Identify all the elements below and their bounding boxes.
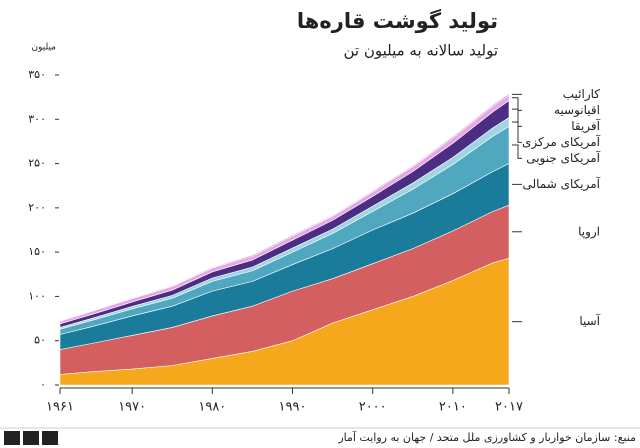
- logo-box: [4, 431, 20, 445]
- y-tick-label: ۵۰: [34, 334, 46, 347]
- y-tick-label: ۱۰۰: [28, 289, 46, 302]
- y-tick-label: ۲۵۰: [28, 157, 46, 170]
- chart-title: تولید گوشت قاره‌ها: [297, 8, 498, 33]
- x-tick-label: ۱۹۶۱: [46, 400, 74, 415]
- legend-label: کارائیب: [563, 87, 601, 102]
- logo-box: [42, 431, 58, 445]
- x-tick-label: ۱۹۷۰: [118, 400, 146, 415]
- legend-label: آمریکای شمالی: [522, 176, 600, 192]
- area: [59, 93, 510, 322]
- y-tick-label: ۳۵۰: [28, 68, 46, 81]
- x-tick-label: ۲۰۱۰: [439, 400, 467, 415]
- source: منبع: سازمان خواربار و کشاورزی ملل متحد …: [337, 430, 636, 444]
- label-leader: [512, 108, 522, 127]
- logo-letter: C: [46, 432, 54, 445]
- y-axis-label: میلیون: [32, 43, 57, 53]
- x-tick-label: ۲۰۰۰: [359, 400, 387, 415]
- label-leader: [512, 97, 522, 111]
- legend-label: آمریکای جنوبی: [526, 150, 600, 166]
- y-tick-label: ۳۰۰: [28, 112, 46, 125]
- label-leader: [512, 144, 522, 159]
- legend-label: اروپا: [578, 224, 600, 239]
- legend-label: آمریکای مرکزی: [522, 134, 601, 150]
- x-tick-label: ۱۹۸۰: [198, 400, 226, 415]
- y-tick-label: ۱۵۰: [28, 245, 46, 258]
- legend-label: آفریقا: [571, 118, 600, 134]
- legend-label: آسیا: [579, 313, 600, 328]
- logo-letter: B: [8, 432, 16, 445]
- logo-box: [23, 431, 39, 445]
- x-tick-label: ۱۹۹۰: [279, 400, 307, 415]
- legend-label: اقیانوسیه: [554, 103, 600, 118]
- label-leader: [512, 121, 522, 143]
- logo-letter: B: [27, 432, 35, 445]
- y-tick-label: ۲۰۰: [28, 201, 46, 214]
- x-tick-label: ۲۰۱۷: [495, 400, 523, 415]
- y-tick-label: ۰: [40, 378, 46, 391]
- chart-subtitle: تولید سالانه به میلیون تن: [343, 42, 498, 60]
